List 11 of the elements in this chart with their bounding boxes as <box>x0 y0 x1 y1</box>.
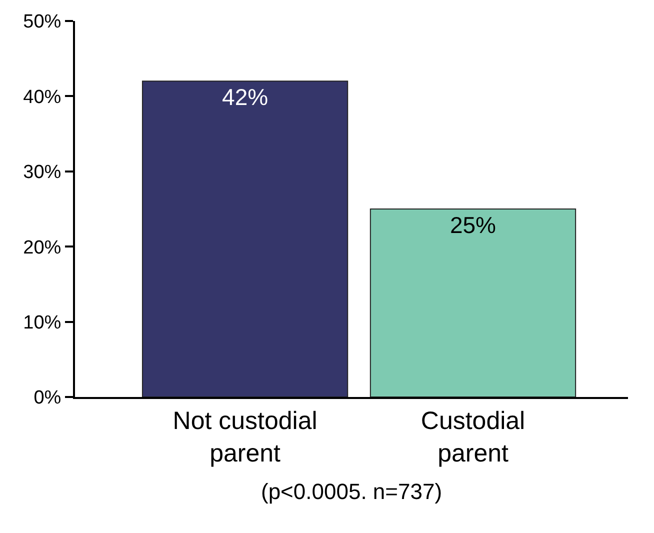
data-label: 25% <box>450 212 496 238</box>
y-tick-label: 10% <box>23 312 62 334</box>
x-tick-label: Custodial parent <box>420 407 526 468</box>
y-tick-label: 40% <box>23 86 62 108</box>
y-tick-label: 20% <box>23 237 62 258</box>
y-tick-label: 0% <box>34 388 62 409</box>
data-label: 42% <box>222 84 268 110</box>
text: (p<0.0005. n=737) <box>261 479 442 504</box>
y-tick-label: 50% <box>23 12 62 33</box>
x-tick-label: Not custodial parent <box>172 407 318 468</box>
y-tick-label: 30% <box>23 162 62 184</box>
